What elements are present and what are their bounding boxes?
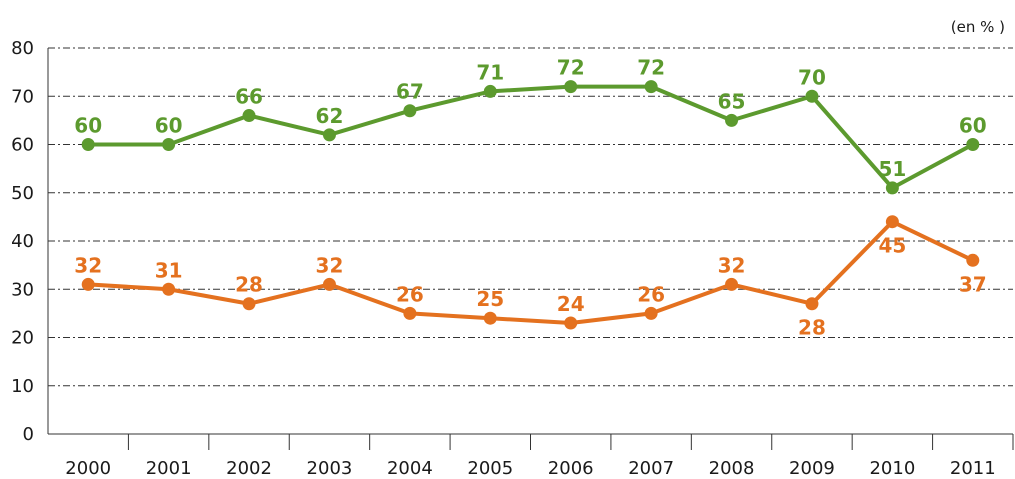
data-point xyxy=(564,316,578,330)
axes: 0 10 20 30 40 50 60 70 80 2000 2001 2002 2003 2004 200… xyxy=(11,38,1014,479)
x-tick-label: 2004 xyxy=(387,458,433,479)
data-label: 26 xyxy=(637,282,665,306)
x-tick-label: 2007 xyxy=(628,458,674,479)
x-tick-label: 2009 xyxy=(789,458,835,479)
data-point xyxy=(725,277,739,291)
data-label: 32 xyxy=(316,253,344,277)
data-label: 66 xyxy=(235,85,263,109)
data-label: 45 xyxy=(878,234,906,258)
data-label: 72 xyxy=(637,56,665,80)
y-tick-label: 80 xyxy=(11,38,34,59)
data-label: 71 xyxy=(476,60,504,84)
data-point xyxy=(644,80,658,94)
x-tick-label: 2006 xyxy=(548,458,594,479)
data-label: 51 xyxy=(878,157,906,181)
data-point xyxy=(966,253,980,267)
x-tick-label: 2010 xyxy=(869,458,915,479)
gridlines xyxy=(48,47,1013,387)
data-point xyxy=(885,181,899,195)
data-point xyxy=(242,297,256,311)
data-label: 37 xyxy=(959,272,987,296)
y-tick-label: 70 xyxy=(11,86,34,107)
series-line-2 xyxy=(86,219,975,326)
data-point xyxy=(322,128,336,142)
data-label: 70 xyxy=(798,65,826,89)
data-label: 28 xyxy=(798,316,826,340)
data-label: 31 xyxy=(155,258,183,282)
data-label: 60 xyxy=(155,114,183,138)
data-label: 62 xyxy=(316,104,344,128)
data-point xyxy=(242,109,256,123)
data-point xyxy=(162,138,176,151)
data-label: 67 xyxy=(396,80,424,104)
y-tick-label: 0 xyxy=(23,424,34,445)
data-label: 28 xyxy=(235,273,263,297)
y-tick-label: 50 xyxy=(11,183,34,204)
unit-label: (en % ) xyxy=(951,18,1005,36)
y-tick-label: 60 xyxy=(11,135,34,156)
data-label: 60 xyxy=(74,114,102,138)
y-tick-label: 20 xyxy=(11,328,34,349)
data-point xyxy=(725,113,739,127)
data-label: 32 xyxy=(74,253,102,277)
series-line-1 xyxy=(86,84,975,190)
data-point xyxy=(644,306,658,320)
data-point xyxy=(483,84,497,98)
x-tick-label: 2008 xyxy=(709,458,755,479)
data-labels: 60 60 66 62 67 71 72 72 65 70 51 60 32 31 28 32 26 25 24 26… xyxy=(74,56,986,340)
x-tick-label: 2002 xyxy=(226,458,272,479)
data-point xyxy=(81,277,95,291)
data-point xyxy=(322,277,336,291)
data-point xyxy=(81,138,95,151)
y-tick-label: 30 xyxy=(11,279,34,300)
data-label: 24 xyxy=(557,292,585,316)
data-point xyxy=(564,80,578,94)
data-point xyxy=(403,306,417,320)
x-tick-label: 2005 xyxy=(467,458,513,479)
data-label: 25 xyxy=(476,287,504,311)
data-label: 32 xyxy=(718,253,746,277)
data-point xyxy=(403,104,417,118)
data-label: 65 xyxy=(718,89,746,113)
data-label: 60 xyxy=(959,114,987,138)
data-point xyxy=(805,297,819,311)
x-tick-label: 2003 xyxy=(307,458,353,479)
data-point xyxy=(885,215,899,229)
x-tick-label: 2000 xyxy=(65,458,111,479)
data-point xyxy=(966,138,980,151)
series-group xyxy=(81,80,980,330)
data-point xyxy=(805,89,819,103)
data-point xyxy=(483,311,497,325)
data-label: 26 xyxy=(396,282,424,306)
data-label: 72 xyxy=(557,56,585,80)
y-tick-label: 40 xyxy=(11,231,34,252)
data-point xyxy=(162,282,176,296)
y-tick-label: 10 xyxy=(11,376,34,397)
x-tick-label: 2001 xyxy=(146,458,192,479)
x-tick-label: 2011 xyxy=(950,458,996,479)
